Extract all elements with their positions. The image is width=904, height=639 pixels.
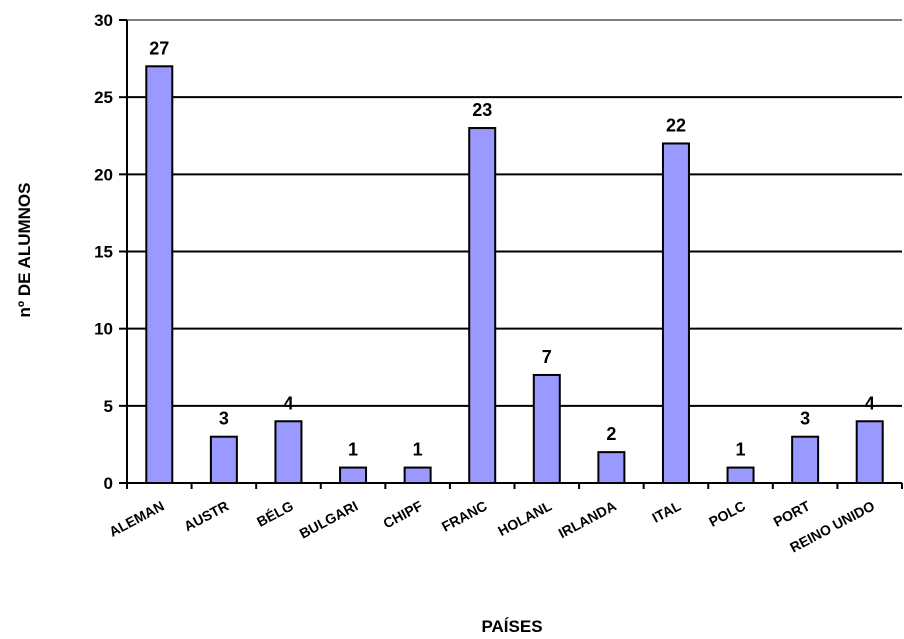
bar [532, 373, 561, 485]
x-category-label: ITAL [649, 497, 683, 525]
data-label: 1 [413, 440, 423, 460]
bar [145, 65, 174, 485]
bar [403, 466, 432, 485]
bar [339, 466, 368, 485]
x-category-label: AUSTR [181, 498, 231, 535]
data-label: 4 [865, 393, 875, 413]
bar [468, 127, 497, 485]
data-label: 4 [283, 393, 293, 413]
bars [145, 65, 884, 485]
y-tick-label: 20 [94, 165, 113, 184]
data-label: 7 [542, 347, 552, 367]
bar [726, 466, 755, 485]
x-category-label: FRANC [439, 498, 490, 535]
x-category-label: POLC [706, 498, 748, 530]
data-label: 23 [472, 100, 492, 120]
gridlines [127, 19, 902, 407]
y-tick-label: 5 [104, 397, 113, 416]
x-category-label: ALEMAN [106, 498, 166, 540]
y-tick-label: 15 [94, 243, 113, 262]
x-category-label: BÉLG [254, 497, 296, 529]
data-label: 3 [219, 409, 229, 429]
data-label: 1 [736, 440, 746, 460]
bar [274, 420, 303, 484]
x-category-label: PORT [771, 497, 813, 530]
y-tick-label: 25 [94, 88, 113, 107]
data-label: 1 [348, 440, 358, 460]
x-category-label: BULGARI [297, 498, 361, 542]
data-label: 2 [606, 424, 616, 444]
axes [119, 19, 903, 489]
data-label: 3 [800, 409, 810, 429]
bar [791, 435, 820, 485]
x-axis-title: PAÍSES [481, 617, 542, 636]
bar [209, 435, 238, 485]
y-axis-title: nº DE ALUMNOS [15, 183, 34, 318]
y-tick-label: 0 [104, 474, 113, 493]
y-tick-labels: 0 5 10 15 20 25 30 [94, 11, 113, 493]
data-label: 22 [666, 115, 686, 135]
bar [855, 420, 884, 484]
x-category-label: HOLANL [495, 497, 554, 539]
category-labels: ALEMAN AUSTR BÉLG BULGARI CHIPF FRANC HOLANL IR… [106, 497, 877, 555]
data-label: 27 [149, 38, 169, 58]
bar [661, 142, 690, 484]
bar [597, 451, 626, 484]
x-category-label: IRLANDA [556, 498, 619, 542]
y-tick-label: 30 [94, 11, 113, 30]
y-tick-label: 10 [94, 320, 113, 339]
x-category-label: CHIPF [380, 497, 425, 531]
